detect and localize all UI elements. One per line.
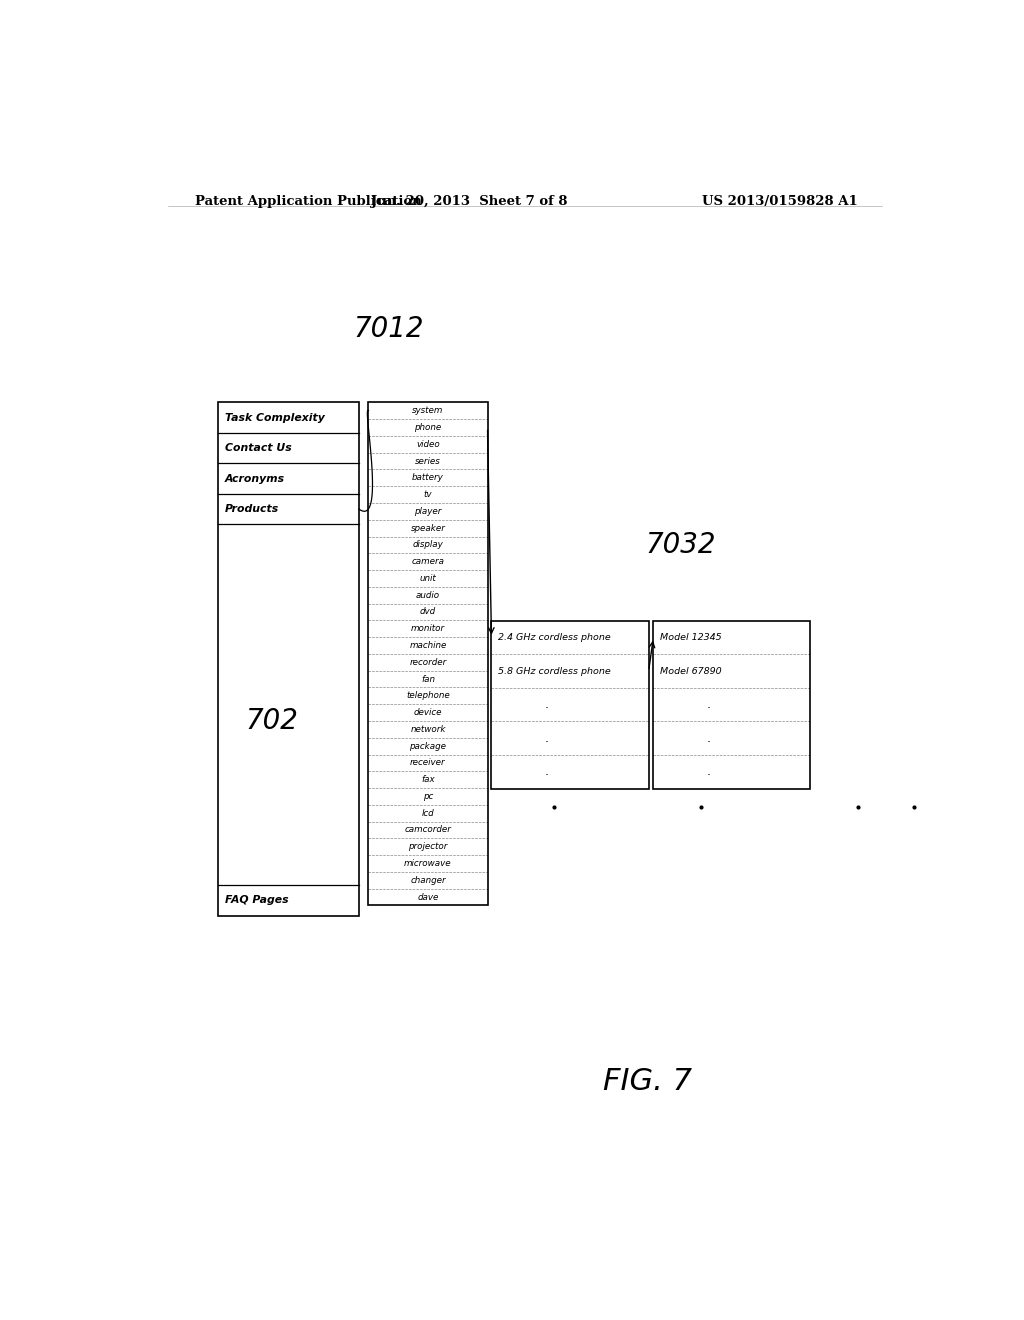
- Text: .: .: [707, 731, 711, 744]
- Text: .: .: [545, 731, 549, 744]
- Text: battery: battery: [412, 474, 443, 482]
- Text: US 2013/0159828 A1: US 2013/0159828 A1: [702, 195, 858, 209]
- Text: Patent Application Publication: Patent Application Publication: [196, 195, 422, 209]
- Text: 2.4 GHz cordless phone: 2.4 GHz cordless phone: [498, 634, 610, 642]
- Text: machine: machine: [410, 642, 446, 649]
- Text: camcorder: camcorder: [404, 825, 452, 834]
- Bar: [369, 403, 487, 906]
- Text: Task Complexity: Task Complexity: [225, 413, 325, 422]
- Text: 7032: 7032: [645, 531, 716, 558]
- Text: device: device: [414, 708, 442, 717]
- Text: fan: fan: [421, 675, 435, 684]
- Text: series: series: [415, 457, 441, 466]
- Text: receiver: receiver: [411, 759, 445, 767]
- Text: tv: tv: [424, 490, 432, 499]
- Text: .: .: [545, 698, 549, 711]
- Text: projector: projector: [409, 842, 447, 851]
- Text: display: display: [413, 540, 443, 549]
- Text: Model 12345: Model 12345: [659, 634, 721, 642]
- Text: dvd: dvd: [420, 607, 436, 616]
- Text: 702: 702: [246, 706, 298, 734]
- Text: phone: phone: [415, 422, 441, 432]
- Text: Jun. 20, 2013  Sheet 7 of 8: Jun. 20, 2013 Sheet 7 of 8: [371, 195, 567, 209]
- Text: .: .: [707, 698, 711, 711]
- Text: Contact Us: Contact Us: [225, 444, 292, 453]
- Text: microwave: microwave: [404, 859, 452, 869]
- Text: video: video: [416, 440, 440, 449]
- Text: Model 67890: Model 67890: [659, 667, 721, 676]
- Bar: [218, 403, 359, 916]
- Text: 5.8 GHz cordless phone: 5.8 GHz cordless phone: [498, 667, 610, 676]
- Text: .: .: [707, 766, 711, 779]
- Text: package: package: [410, 742, 446, 751]
- Text: audio: audio: [416, 590, 440, 599]
- Text: recorder: recorder: [410, 657, 446, 667]
- Text: Acronyms: Acronyms: [225, 474, 285, 483]
- Text: speaker: speaker: [411, 524, 445, 532]
- Text: 7012: 7012: [353, 315, 424, 343]
- Text: FAQ Pages: FAQ Pages: [225, 895, 289, 906]
- Text: monitor: monitor: [411, 624, 445, 634]
- Text: lcd: lcd: [422, 809, 434, 817]
- Text: player: player: [415, 507, 441, 516]
- Text: .: .: [545, 766, 549, 779]
- Text: telephone: telephone: [407, 692, 450, 701]
- Text: network: network: [411, 725, 445, 734]
- Text: fax: fax: [421, 775, 435, 784]
- Text: camera: camera: [412, 557, 444, 566]
- Text: system: system: [413, 407, 443, 416]
- Bar: [492, 620, 648, 788]
- Text: Products: Products: [225, 504, 280, 513]
- Bar: [653, 620, 811, 788]
- Text: dave: dave: [418, 892, 438, 902]
- Text: FIG. 7: FIG. 7: [603, 1067, 692, 1096]
- Text: unit: unit: [420, 574, 436, 583]
- Text: changer: changer: [411, 875, 445, 884]
- Text: pc: pc: [423, 792, 433, 801]
